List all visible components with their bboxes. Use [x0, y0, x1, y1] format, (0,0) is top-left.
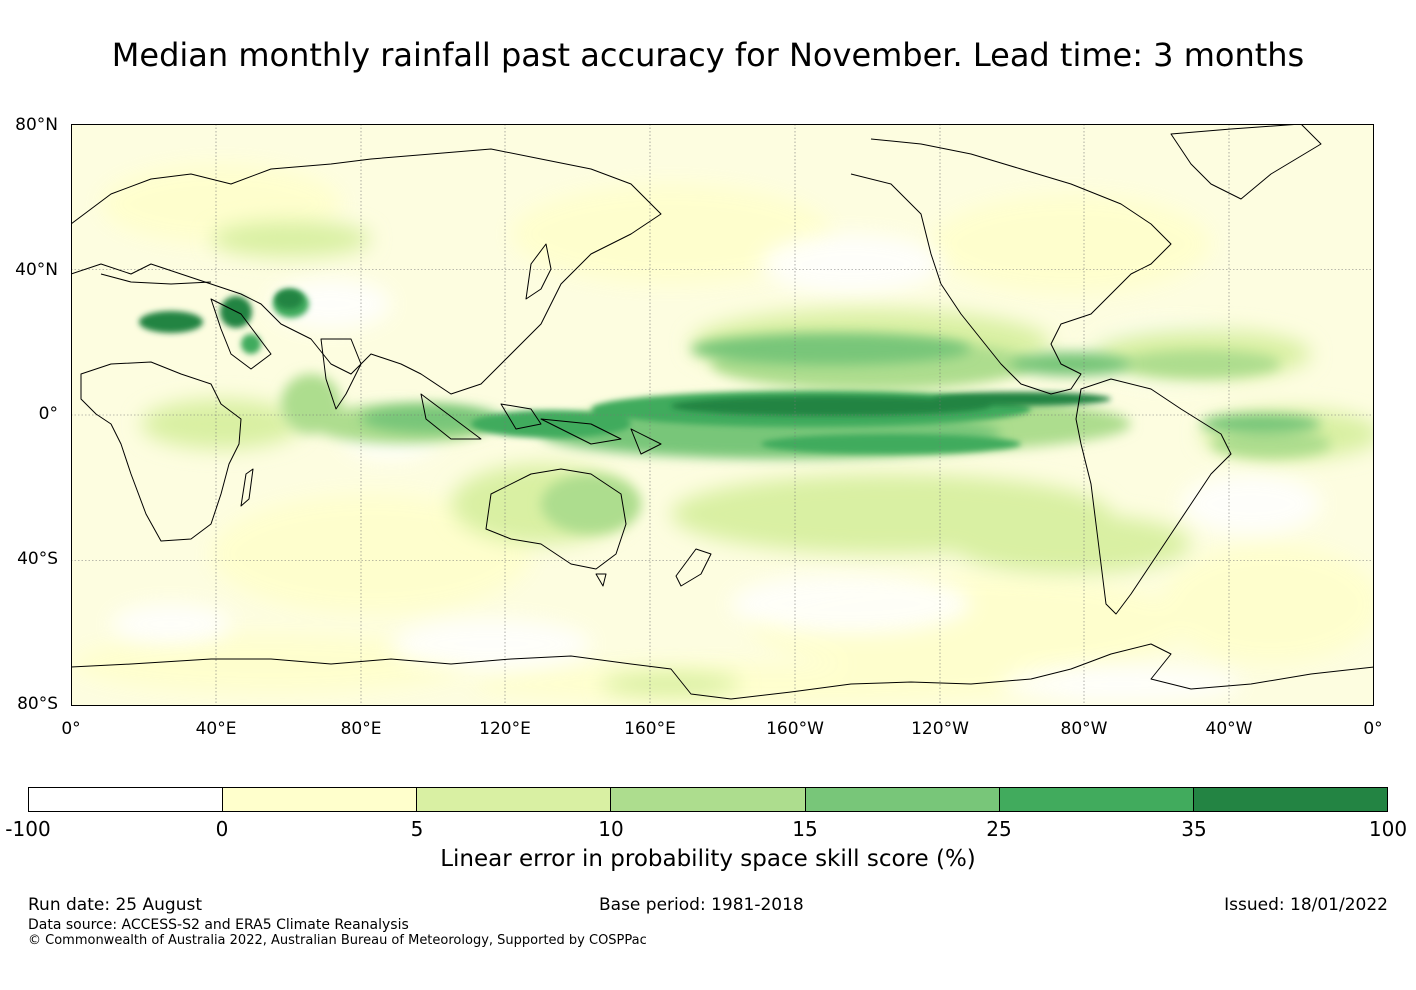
- lon-label-120w: 120°W: [911, 719, 969, 739]
- skill-map-svg: [70, 123, 1381, 706]
- coastlines: [70, 123, 1375, 700]
- lon-label-80w: 80°W: [1060, 719, 1108, 739]
- colorbar-label: Linear error in probability space skill …: [440, 846, 976, 872]
- lon-label-80e: 80°E: [340, 719, 382, 739]
- copyright: © Commonwealth of Australia 2022, Austra…: [28, 933, 647, 948]
- lon-label-40e: 40°E: [195, 719, 237, 739]
- lon-label-120e: 120°E: [479, 719, 531, 739]
- lon-label-160e: 160°E: [624, 719, 676, 739]
- colorbar-tick: -100: [5, 817, 51, 841]
- colorbar-segment: [611, 788, 806, 811]
- lat-label-40s: 40°S: [17, 549, 58, 569]
- lat-label-0: 0°: [38, 404, 58, 424]
- colorbar-segment: [223, 788, 418, 811]
- colorbar-tick: 15: [792, 817, 818, 841]
- colorbar-segment: [417, 788, 612, 811]
- lon-label-0-east: 0°: [1363, 719, 1383, 739]
- colorbar-tick: 10: [598, 817, 624, 841]
- colorbar-tick: 5: [410, 817, 424, 841]
- colorbar-tick: 35: [1181, 817, 1207, 841]
- colorbar-segment: [999, 788, 1194, 811]
- lon-label-160w: 160°W: [766, 719, 824, 739]
- lat-label-40n: 40°N: [15, 260, 58, 280]
- graticule: [71, 124, 1374, 706]
- colorbar-tick: 25: [986, 817, 1012, 841]
- map-title: Median monthly rainfall past accuracy fo…: [111, 36, 1305, 74]
- skill-field: [71, 164, 1381, 704]
- colorbar-segment: [29, 788, 224, 811]
- colorbar-tick: 100: [1368, 817, 1408, 841]
- base-period: Base period: 1981-2018: [599, 895, 804, 915]
- lon-label-0: 0°: [61, 719, 81, 739]
- colorbar-tick: 0: [215, 817, 229, 841]
- colorbar: [28, 787, 1388, 812]
- data-source: Data source: ACCESS-S2 and ERA5 Climate …: [28, 917, 409, 933]
- issued-date: Issued: 18/01/2022: [1224, 895, 1388, 915]
- lat-label-80n: 80°N: [15, 115, 58, 135]
- colorbar-segment: [1193, 788, 1387, 811]
- colorbar-segment: [805, 788, 1000, 811]
- map-frame: [71, 124, 1374, 706]
- lat-label-80s: 80°S: [17, 694, 58, 714]
- skill-map: [70, 123, 1381, 706]
- run-date: Run date: 25 August: [28, 895, 202, 915]
- lon-label-40w: 40°W: [1205, 719, 1253, 739]
